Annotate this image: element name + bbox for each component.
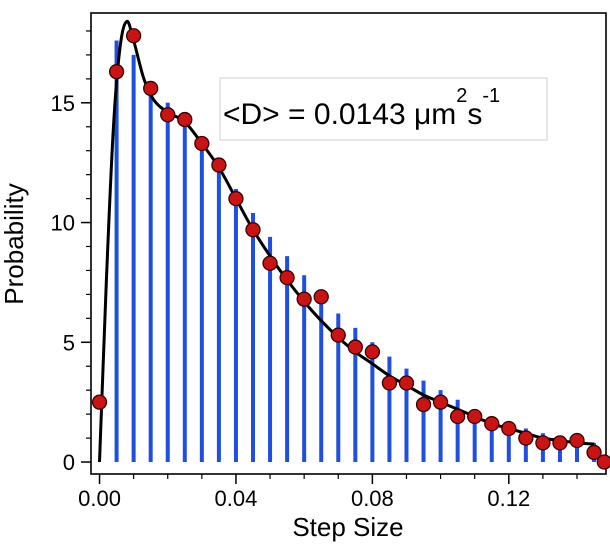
data-point — [381, 375, 398, 391]
data-point — [125, 28, 142, 44]
stem-series — [114, 40, 597, 463]
annotation-sup-1: 2 — [456, 85, 467, 107]
x-axis-ticks: 0.00 0.04 0.08 0.12 — [78, 474, 578, 511]
data-point — [245, 222, 261, 238]
marker-series — [91, 28, 610, 470]
data-point — [484, 416, 500, 432]
annotation-main: <D> = 0.0143 μm — [223, 98, 456, 131]
x-tick-label: 0.12 — [487, 486, 530, 511]
annotation-text: <D> = 0.0143 μm2s-1 — [223, 85, 500, 131]
data-point — [194, 135, 210, 152]
data-point — [313, 289, 329, 305]
data-point — [177, 111, 193, 128]
data-point — [596, 454, 610, 470]
data-point — [228, 190, 244, 207]
data-point — [569, 432, 585, 449]
data-point — [535, 435, 551, 451]
data-point — [467, 408, 483, 425]
x-axis-label: Step Size — [292, 512, 403, 542]
data-point — [262, 255, 278, 271]
data-point — [449, 408, 466, 425]
data-point — [518, 430, 534, 446]
data-point — [296, 291, 312, 307]
y-tick-label: 15 — [51, 91, 75, 116]
x-tick-label: 0.00 — [78, 486, 121, 511]
data-point — [364, 344, 381, 360]
annotation-mid: s — [467, 98, 482, 131]
y-axis-label: Probability — [0, 183, 29, 304]
data-point — [432, 394, 449, 410]
data-point — [347, 339, 363, 355]
y-tick-label: 0 — [63, 450, 75, 475]
data-point — [398, 375, 415, 391]
y-axis-ticks: 0 5 10 15 — [51, 30, 91, 475]
x-tick-label: 0.08 — [351, 486, 394, 511]
annotation-sup-2: -1 — [482, 85, 500, 107]
data-point — [211, 157, 227, 173]
data-point — [552, 435, 568, 451]
x-tick-label: 0.04 — [215, 486, 258, 511]
annotation-box — [219, 77, 548, 141]
data-point — [91, 394, 108, 410]
y-tick-label: 5 — [63, 330, 75, 355]
data-point — [160, 107, 176, 123]
data-point — [415, 396, 432, 413]
data-point — [586, 444, 602, 461]
data-point — [108, 64, 125, 80]
data-point — [501, 420, 517, 437]
data-point — [279, 269, 295, 286]
y-tick-label: 10 — [51, 211, 75, 236]
data-point — [330, 327, 346, 343]
data-point — [143, 80, 159, 97]
